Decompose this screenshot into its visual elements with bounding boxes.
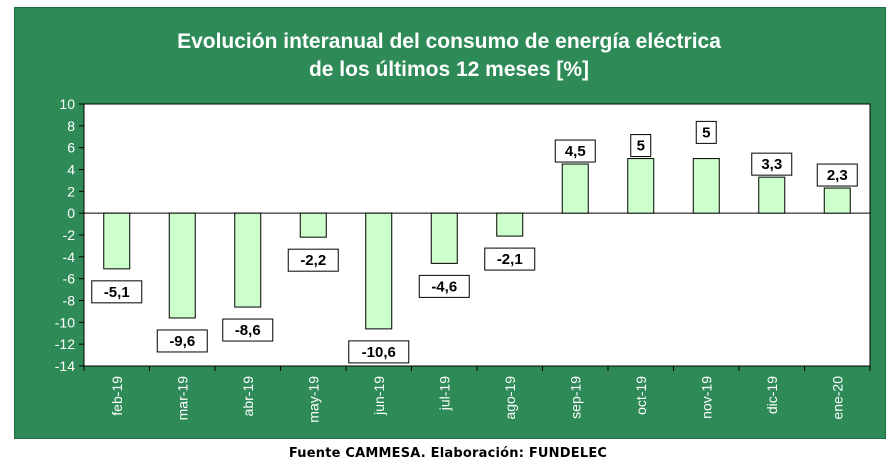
data-label: -2,2 bbox=[300, 252, 326, 269]
x-tick-label: jun-19 bbox=[371, 376, 387, 416]
y-tick-label: 2 bbox=[67, 183, 75, 199]
data-label: -4,6 bbox=[431, 278, 457, 295]
x-tick-label: nov-19 bbox=[698, 376, 714, 419]
y-tick-label: -6 bbox=[63, 271, 76, 287]
data-label: -10,6 bbox=[362, 344, 396, 361]
x-tick-label: sep-19 bbox=[567, 376, 583, 419]
x-tick-label: may-19 bbox=[305, 376, 321, 423]
source-note: Fuente CAMMESA. Elaboración: FUNDELEC bbox=[288, 446, 608, 461]
x-tick-label: ene-20 bbox=[829, 376, 845, 420]
bar bbox=[627, 158, 655, 214]
bar bbox=[561, 163, 589, 214]
data-label: -8,6 bbox=[235, 322, 261, 339]
bar bbox=[365, 212, 393, 330]
y-tick-label: -10 bbox=[55, 314, 75, 330]
data-label: -2,1 bbox=[497, 251, 523, 268]
y-tick-label: 4 bbox=[67, 162, 75, 178]
data-label-box bbox=[630, 134, 652, 158]
x-tick-label: feb-19 bbox=[109, 376, 125, 416]
data-label-box bbox=[418, 274, 470, 298]
y-tick-label: 8 bbox=[67, 118, 75, 134]
bar bbox=[299, 212, 327, 238]
y-tick-label: 6 bbox=[67, 140, 75, 156]
data-label-box bbox=[816, 163, 858, 187]
x-tick-label: mar-19 bbox=[174, 376, 190, 421]
data-label-box bbox=[695, 120, 717, 144]
bar bbox=[234, 212, 262, 308]
chart-title-line2: de los últimos 12 meses [%] bbox=[308, 58, 590, 81]
y-tick-label: -14 bbox=[55, 358, 75, 374]
y-tick-label: 0 bbox=[67, 205, 75, 221]
data-label-box bbox=[484, 247, 536, 271]
bar bbox=[430, 212, 458, 264]
data-label-box bbox=[156, 329, 208, 353]
data-label: 3,3 bbox=[761, 156, 782, 173]
plot-area bbox=[83, 103, 871, 367]
y-tick-label: -12 bbox=[55, 336, 75, 352]
x-tick-label: abr-19 bbox=[240, 376, 256, 417]
data-label: 2,3 bbox=[827, 167, 848, 184]
bar bbox=[496, 212, 524, 237]
x-tick-label: dic-19 bbox=[764, 376, 780, 414]
x-tick-label: ago-19 bbox=[502, 376, 518, 420]
x-tick-label: jul-19 bbox=[436, 376, 452, 411]
bar bbox=[103, 212, 131, 270]
data-label-box bbox=[751, 152, 793, 176]
data-label: 5 bbox=[702, 124, 710, 141]
data-label-box bbox=[554, 139, 596, 163]
chart-title: Evolución interanual del consumo de ener… bbox=[14, 28, 884, 84]
bar bbox=[823, 187, 851, 214]
chart-title-line1: Evolución interanual del consumo de ener… bbox=[177, 30, 721, 53]
y-tick-label: -8 bbox=[63, 293, 76, 309]
y-tick-label: 10 bbox=[59, 96, 75, 112]
bar-chart: 10 8 6 4 2 0 -2 -4 -6 -8 -10 -12 -14 feb-19 -5,1 mar-19… bbox=[55, 96, 871, 423]
bar bbox=[168, 212, 196, 319]
data-label: -9,6 bbox=[169, 333, 195, 350]
data-label-box bbox=[348, 340, 410, 364]
x-tick-label: oct-19 bbox=[633, 376, 649, 415]
data-label-box bbox=[287, 248, 339, 272]
data-label: -5,1 bbox=[104, 284, 130, 301]
data-label-box bbox=[91, 280, 143, 304]
y-tick-label: -4 bbox=[63, 249, 76, 265]
bar bbox=[692, 158, 720, 214]
data-label-box bbox=[222, 318, 274, 342]
data-label: 5 bbox=[637, 138, 645, 155]
bar bbox=[758, 176, 786, 214]
y-tick-label: -2 bbox=[63, 227, 76, 243]
data-label: 4,5 bbox=[565, 143, 586, 160]
